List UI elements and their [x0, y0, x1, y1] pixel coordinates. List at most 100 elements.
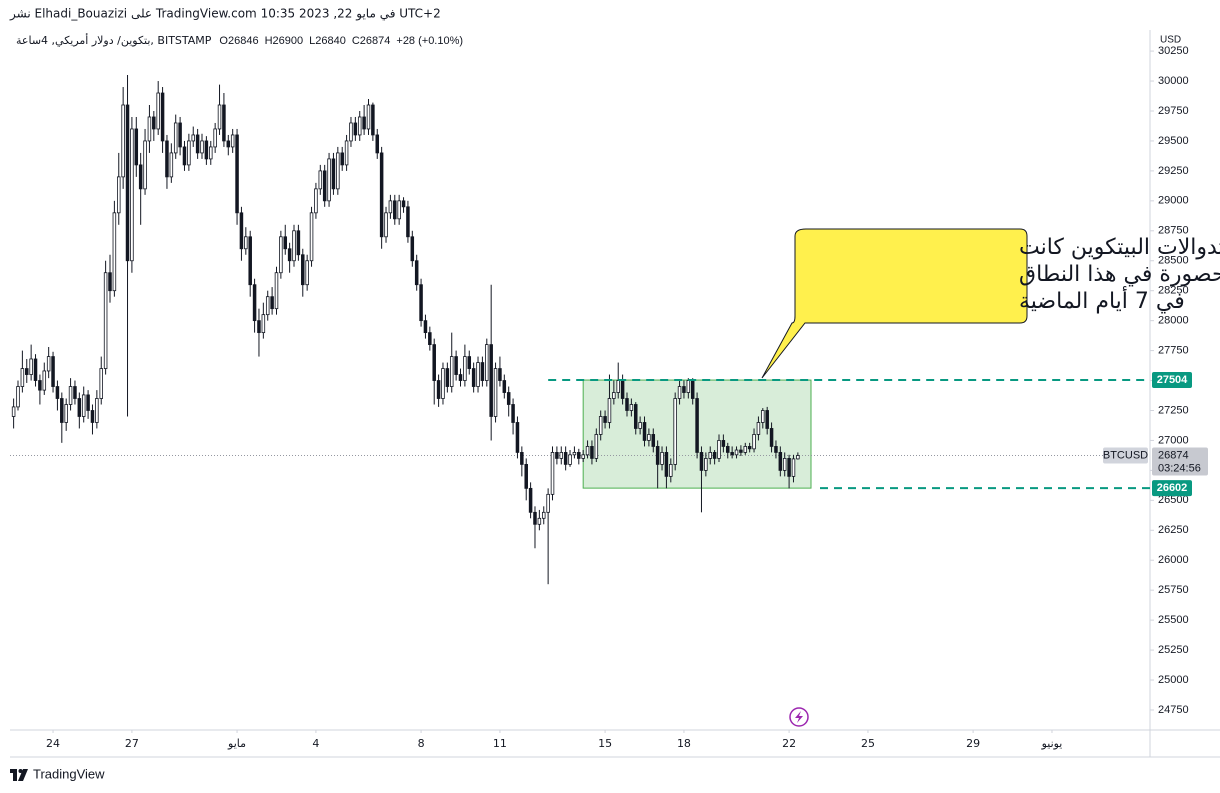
candle-body — [379, 152, 384, 238]
candle-body — [130, 128, 134, 262]
candle-body — [441, 368, 445, 399]
candle-body — [64, 404, 68, 423]
candle-body — [248, 236, 252, 286]
callout-line: في 7 أيام الماضية — [1019, 286, 1185, 314]
y-tick-label: 26500 — [1158, 494, 1189, 506]
candle-body — [743, 446, 748, 453]
candle-body — [712, 452, 717, 459]
candle-body — [445, 368, 450, 387]
candle-body — [318, 170, 323, 190]
candle-body — [607, 398, 612, 423]
candle-body — [633, 404, 638, 429]
candle-body — [46, 356, 51, 372]
candle-body — [594, 434, 599, 459]
candle-body — [11, 406, 16, 417]
candle-body — [340, 152, 344, 166]
candle-body — [506, 392, 511, 405]
candle-body — [449, 356, 454, 387]
candle-body — [524, 464, 528, 489]
candle-body — [537, 517, 542, 525]
y-tick-label: 26000 — [1158, 554, 1189, 566]
candle-body — [660, 452, 664, 465]
candle-body — [568, 454, 572, 465]
x-tick-label: 11 — [493, 737, 507, 750]
candle-body — [366, 104, 371, 130]
candle-body — [38, 380, 42, 391]
legend-value: 26874 — [360, 35, 391, 47]
candle-body — [410, 236, 415, 262]
candle-body — [401, 200, 406, 208]
candle-body — [77, 398, 82, 417]
candle-body — [581, 454, 585, 459]
candle-body — [774, 446, 778, 453]
candle-body — [292, 230, 296, 262]
candle-body — [301, 254, 305, 286]
y-tick-label: 27000 — [1158, 434, 1189, 446]
y-tick-label: 29750 — [1158, 105, 1189, 117]
candle-body — [778, 452, 783, 471]
candle-body — [704, 458, 708, 471]
currency: USD — [1160, 35, 1181, 46]
y-tick-label: 28750 — [1158, 225, 1189, 237]
candle-body — [787, 458, 791, 477]
candle-body — [585, 446, 590, 456]
candle-body — [739, 449, 743, 453]
candle-body — [309, 212, 314, 262]
candle-body — [782, 458, 787, 471]
candle-body — [29, 358, 33, 375]
candle-body — [99, 368, 103, 399]
candle-body — [138, 164, 143, 190]
candle-body — [432, 344, 436, 381]
candle-body — [761, 410, 765, 423]
candle-body — [572, 452, 577, 456]
candle-body — [708, 452, 712, 459]
candle-body — [388, 200, 393, 214]
legend-key: H — [265, 35, 273, 47]
candle-body — [235, 134, 239, 214]
candle-body — [375, 134, 380, 154]
candle-body — [156, 92, 160, 130]
event-icon[interactable] — [789, 707, 809, 727]
candle-body — [265, 296, 270, 316]
candle-body — [555, 452, 559, 459]
candle-body — [406, 206, 410, 238]
candle-body — [550, 452, 555, 495]
candle-body — [603, 416, 607, 423]
symbol-title: بتكوين/ دولار أمريكي, 4ساعة, BITSTAMP — [16, 33, 212, 47]
candle-body — [752, 434, 756, 450]
candle-body — [143, 140, 147, 190]
candle-body — [195, 134, 200, 154]
candle-body — [270, 296, 274, 310]
legend-key: C — [352, 35, 360, 47]
candle-body — [436, 380, 441, 399]
y-tick-label: 28000 — [1158, 315, 1189, 327]
y-tick-label: 28500 — [1158, 255, 1189, 267]
candle-body — [747, 446, 752, 450]
candle-body — [117, 176, 121, 214]
candle-body — [16, 386, 20, 408]
callout-box — [761, 228, 1028, 379]
candle-body — [336, 152, 340, 190]
x-tick-label: 25 — [861, 737, 875, 750]
candle-body — [322, 170, 327, 202]
candle-body — [209, 146, 213, 160]
candle-body — [121, 104, 125, 178]
y-tick-label: 30250 — [1158, 45, 1189, 57]
candle-body — [397, 200, 401, 220]
candle-body — [169, 152, 174, 178]
candle-body — [419, 284, 423, 322]
candle-body — [686, 380, 691, 393]
change: +28 (+0.10%) — [396, 35, 463, 47]
candle-body — [690, 380, 695, 399]
candle-body — [296, 230, 301, 256]
candle-body — [371, 104, 375, 136]
candle-body — [695, 398, 699, 453]
last-price-box — [1152, 447, 1208, 476]
candle-body — [81, 394, 86, 417]
candle-body — [222, 104, 226, 142]
candle-body — [178, 122, 182, 148]
candle-body — [51, 356, 55, 387]
x-tick-label: 4 — [312, 737, 319, 750]
